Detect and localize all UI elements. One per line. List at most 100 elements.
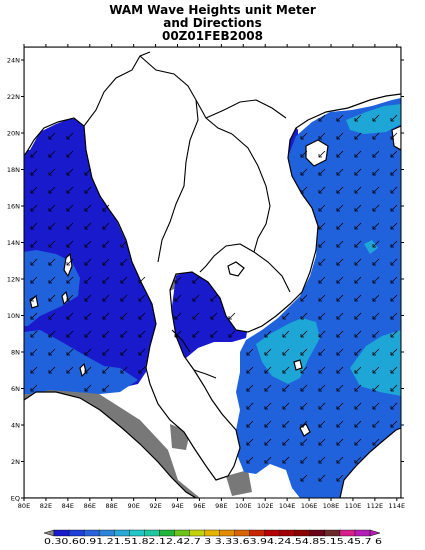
legend-swatch: [83, 529, 100, 537]
direction-arrow: [336, 402, 344, 410]
direction-arrow: [102, 294, 110, 302]
direction-arrow: [354, 168, 362, 176]
legend-swatch: [294, 529, 311, 537]
direction-arrow: [372, 240, 380, 248]
lon-label: 100E: [235, 502, 252, 510]
direction-arrow: [390, 114, 398, 122]
direction-arrow: [300, 438, 308, 446]
direction-arrow: [318, 474, 326, 482]
direction-arrow: [372, 258, 380, 266]
direction-arrow: [282, 402, 290, 410]
lat-label: 24N: [7, 57, 20, 65]
direction-arrow: [300, 384, 308, 392]
direction-arrow: [66, 348, 74, 356]
legend-swatch: [189, 529, 206, 537]
direction-arrow: [138, 312, 146, 320]
direction-arrow: [318, 114, 326, 122]
direction-arrow: [390, 132, 398, 140]
direction-arrow: [120, 258, 128, 266]
legend-swatch: [129, 529, 145, 537]
lat-label: 6N: [11, 385, 20, 393]
direction-arrow: [318, 204, 326, 212]
direction-arrow: [66, 186, 74, 194]
direction-arrow: [336, 348, 344, 356]
wave-direction-arrows: [30, 114, 398, 482]
direction-arrow: [120, 330, 128, 338]
direction-arrow: [66, 312, 74, 320]
direction-arrow: [300, 402, 308, 410]
lon-label: 80E: [18, 502, 30, 510]
direction-arrow: [282, 366, 290, 374]
direction-arrow: [372, 204, 380, 212]
direction-arrow: [318, 222, 326, 230]
wave-band-0.9-1.2-north: [346, 104, 401, 134]
country-borders: [83, 51, 291, 379]
direction-arrow: [336, 384, 344, 392]
direction-arrow: [390, 186, 398, 194]
direction-arrow: [336, 186, 344, 194]
direction-arrow: [30, 222, 38, 230]
direction-arrow: [336, 438, 344, 446]
direction-arrow: [336, 150, 344, 158]
direction-arrow: [390, 204, 398, 212]
direction-arrow: [354, 402, 362, 410]
direction-arrow: [246, 402, 254, 410]
direction-arrow: [48, 366, 56, 374]
direction-arrow: [102, 222, 110, 230]
direction-arrow: [300, 420, 308, 428]
direction-arrow: [174, 312, 182, 320]
direction-arrow: [30, 258, 38, 266]
direction-arrow: [318, 384, 326, 392]
direction-arrow: [48, 330, 56, 338]
direction-arrow: [318, 366, 326, 374]
direction-arrow: [336, 114, 344, 122]
direction-arrow: [48, 132, 56, 140]
direction-arrow: [318, 438, 326, 446]
direction-arrow: [336, 222, 344, 230]
direction-arrow: [246, 420, 254, 428]
direction-arrow: [30, 348, 38, 356]
direction-arrow: [300, 132, 308, 140]
direction-arrow: [318, 240, 326, 248]
direction-arrow: [354, 312, 362, 320]
direction-arrow: [84, 204, 92, 212]
direction-arrow: [84, 366, 92, 374]
direction-arrow: [336, 366, 344, 374]
direction-arrow: [264, 438, 272, 446]
direction-arrow: [318, 132, 326, 140]
direction-arrow: [210, 294, 218, 302]
direction-arrow: [66, 240, 74, 248]
direction-arrow: [300, 348, 308, 356]
direction-arrow: [30, 186, 38, 194]
direction-arrow: [138, 294, 146, 302]
lat-label: 18N: [7, 166, 20, 174]
legend-swatch: [204, 529, 221, 537]
direction-arrow: [336, 294, 344, 302]
direction-arrow: [228, 330, 236, 338]
direction-arrow: [102, 384, 110, 392]
lon-label: 90E: [127, 502, 139, 510]
direction-arrow: [84, 276, 92, 284]
direction-arrow: [354, 384, 362, 392]
legend-swatch: [309, 529, 326, 537]
direction-arrow: [84, 258, 92, 266]
direction-arrow: [30, 330, 38, 338]
map-axes: 80E 82E 84E 86E 88E 90E 92E 94E 96E 98E 100E 102E 10…: [7, 44, 405, 510]
direction-arrow: [246, 456, 254, 464]
direction-arrow: [210, 330, 218, 338]
legend-swatch: [174, 529, 191, 537]
direction-arrow: [66, 276, 74, 284]
lon-label: 82E: [40, 502, 52, 510]
direction-arrow: [84, 294, 92, 302]
direction-arrow: [354, 114, 362, 122]
direction-arrow: [48, 186, 56, 194]
lat-label: 12N: [7, 276, 20, 284]
direction-arrow: [120, 366, 128, 374]
direction-arrow: [192, 276, 200, 284]
direction-arrow: [318, 312, 326, 320]
direction-arrow: [84, 330, 92, 338]
direction-arrow: [372, 294, 380, 302]
direction-arrow: [336, 132, 344, 140]
coastlines: [24, 47, 401, 498]
